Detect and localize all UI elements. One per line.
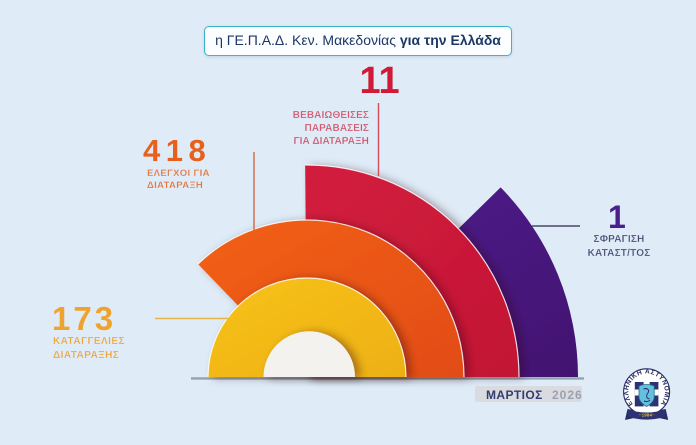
svg-text:··1984··: ··1984·· xyxy=(639,412,655,417)
